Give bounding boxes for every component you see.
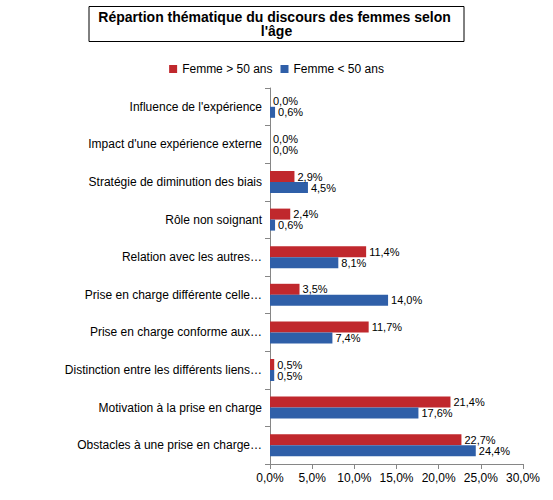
- svg-text:15,0%: 15,0%: [379, 471, 413, 485]
- svg-text:0,5%: 0,5%: [277, 370, 302, 382]
- svg-text:11,7%: 11,7%: [372, 321, 403, 333]
- svg-text:21,4%: 21,4%: [453, 396, 484, 408]
- svg-text:Rôle non soignant: Rôle non soignant: [165, 213, 262, 227]
- svg-text:Répartion thématique du discou: Répartion thématique du discours des fem…: [98, 9, 455, 25]
- svg-text:Stratégie de diminution des bi: Stratégie de diminution des biais: [89, 175, 262, 189]
- svg-text:0,6%: 0,6%: [278, 106, 303, 118]
- svg-text:22,7%: 22,7%: [464, 433, 496, 446]
- svg-text:5,0%: 5,0%: [298, 471, 326, 485]
- svg-text:3,5%: 3,5%: [303, 283, 328, 295]
- svg-text:Relation avec les autres…: Relation avec les autres…: [122, 250, 262, 264]
- svg-text:l'âge: l'âge: [261, 23, 293, 39]
- svg-text:Prise en charge différente cel: Prise en charge différente celle…: [85, 288, 262, 302]
- svg-text:20,0%: 20,0%: [422, 471, 456, 485]
- svg-text:11,4%: 11,4%: [369, 246, 400, 258]
- svg-text:25,0%: 25,0%: [464, 471, 498, 485]
- svg-text:2,9%: 2,9%: [297, 170, 323, 183]
- svg-text:17,6%: 17,6%: [421, 407, 452, 419]
- svg-text:14,0%: 14,0%: [391, 294, 422, 306]
- svg-text:Prise en charge conforme aux…: Prise en charge conforme aux…: [90, 325, 262, 339]
- svg-text:Distinction entre les différen: Distinction entre les différents liens…: [65, 363, 262, 377]
- svg-text:Motivation à la prise en charg: Motivation à la prise en charge: [99, 401, 263, 415]
- svg-text:24,4%: 24,4%: [479, 445, 510, 457]
- svg-text:10,0%: 10,0%: [337, 471, 371, 485]
- svg-text:0,0%: 0,0%: [273, 144, 298, 156]
- svg-text:4,5%: 4,5%: [311, 182, 336, 194]
- svg-text:0,0%: 0,0%: [256, 471, 284, 485]
- svg-text:30,0%: 30,0%: [506, 471, 540, 485]
- svg-text:Impact d'une expérience extern: Impact d'une expérience externe: [88, 137, 262, 151]
- svg-text:8,1%: 8,1%: [341, 257, 366, 269]
- svg-text:7,4%: 7,4%: [335, 332, 360, 344]
- svg-text:0,6%: 0,6%: [278, 219, 303, 231]
- svg-text:2,4%: 2,4%: [293, 208, 319, 221]
- svg-text:Femme > 50 ans: Femme > 50 ans: [182, 62, 272, 76]
- svg-text:Femme < 50 ans: Femme < 50 ans: [294, 62, 384, 76]
- svg-text:0,0%: 0,0%: [273, 132, 299, 145]
- svg-text:Influence de l'expérience: Influence de l'expérience: [130, 100, 263, 114]
- svg-text:0,0%: 0,0%: [273, 95, 299, 108]
- svg-text:Obstacles à une prise en charg: Obstacles à une prise en charge…: [77, 438, 262, 452]
- svg-text:0,5%: 0,5%: [277, 358, 303, 371]
